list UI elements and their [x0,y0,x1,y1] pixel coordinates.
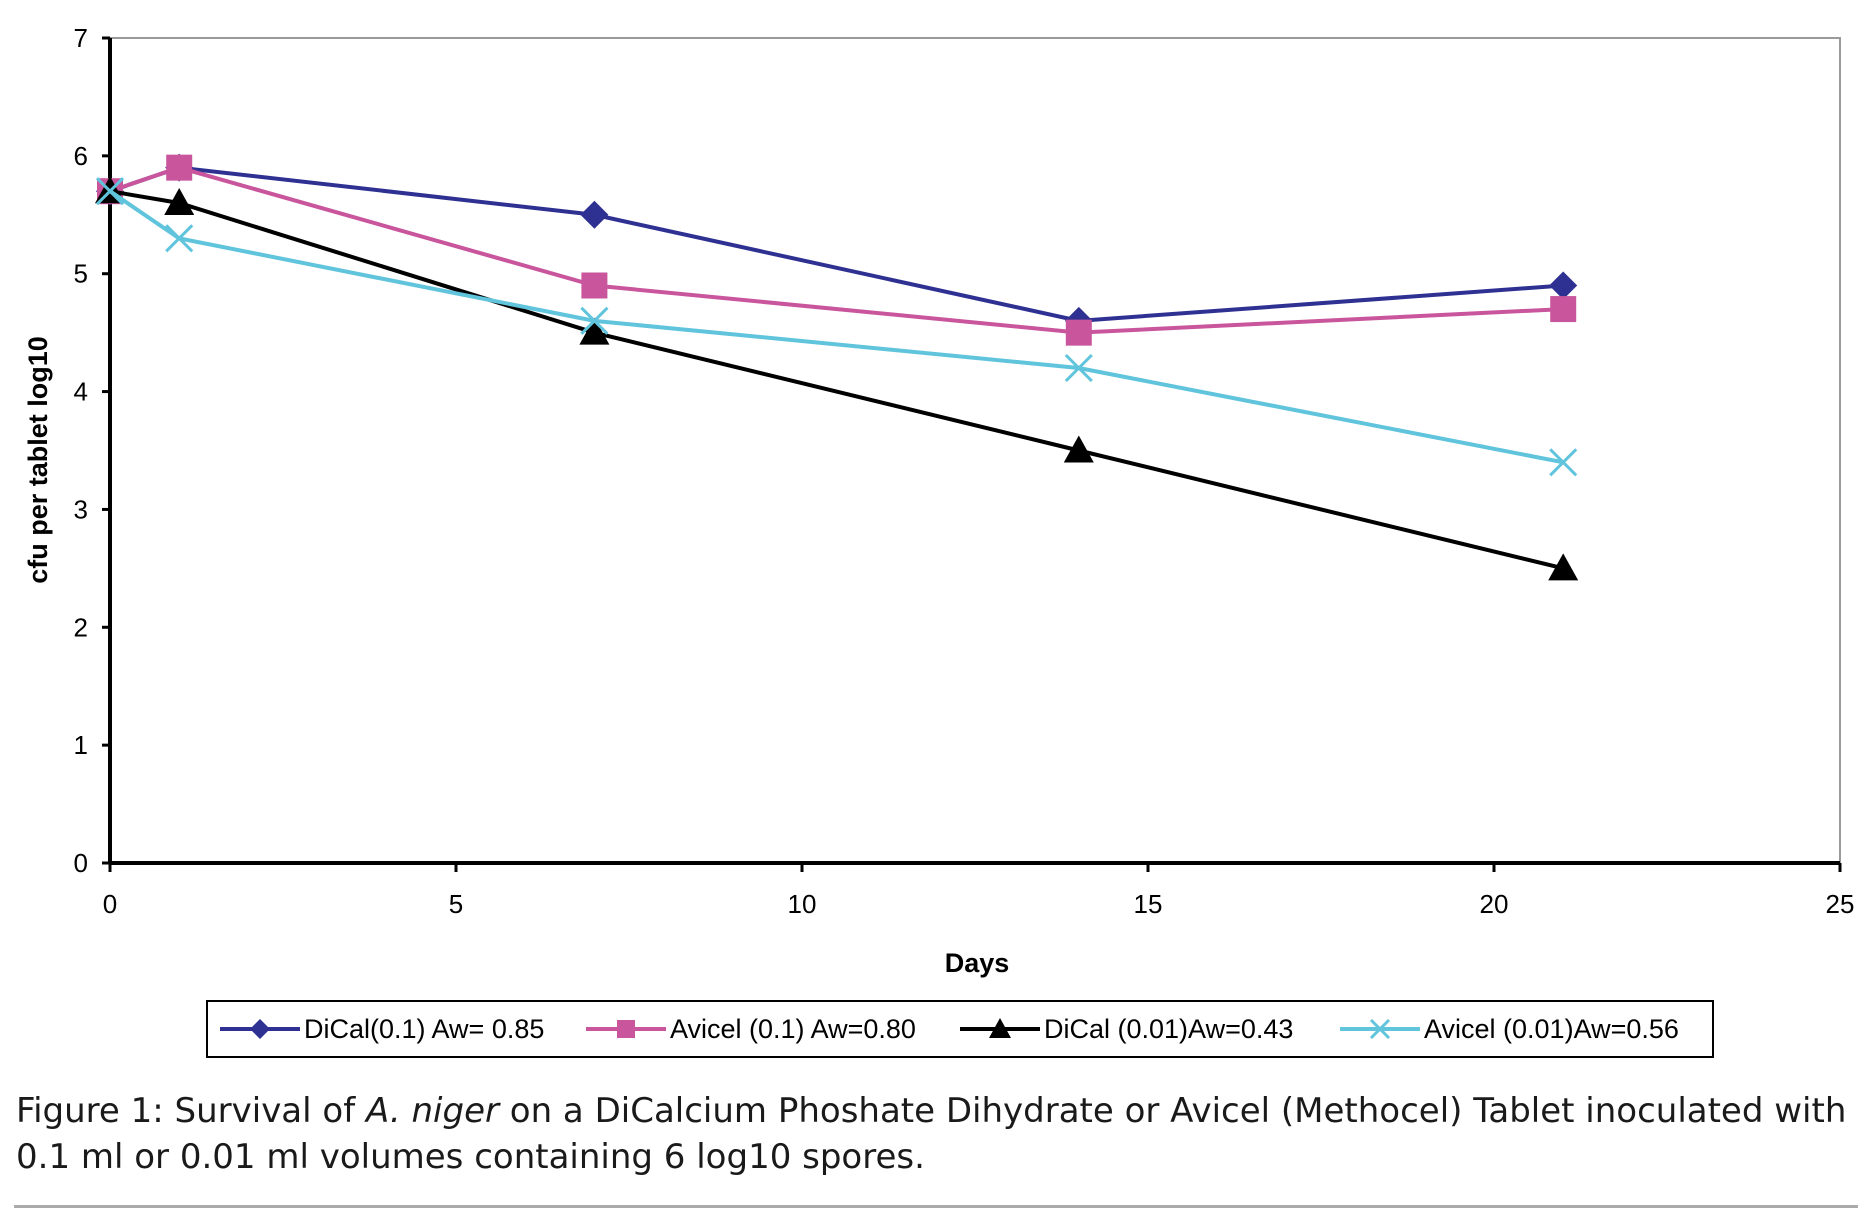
x-marker-stroke [95,177,125,206]
data-point-triangle [1063,435,1094,463]
x-tick-label: 0 [103,889,117,919]
x-tick-label: 10 [788,889,817,919]
x-marker-stroke [165,224,194,253]
data-point-square [166,154,193,181]
legend-label: DiCal (0.01)Aw=0.43 [1044,1014,1294,1044]
data-point-x [95,177,125,206]
series-3 [95,176,1579,581]
y-tick-label: 5 [74,259,88,289]
plot-area [109,37,1841,864]
legend-label: DiCal(0.1) Aw= 0.85 [304,1014,545,1044]
data-point-square [1065,319,1092,346]
y-tick-label: 2 [74,612,88,642]
data-point-triangle [164,188,195,215]
caption-species: A. niger [365,1091,499,1131]
data-point-diamond [1549,271,1578,300]
chart-legend: DiCal(0.1) Aw= 0.85 Avicel (0.1) Aw=0.80 D… [206,1000,1714,1058]
series-4 [95,177,1578,477]
legend-swatch [1340,1018,1420,1040]
x-marker-stroke [1549,448,1578,477]
y-axis-title: cfu per tablet log10 [23,336,53,584]
legend-marker [989,1018,1011,1038]
data-point-x [580,306,609,335]
caption-prefix: Figure 1: Survival of [16,1091,366,1131]
x-tick-label: 15 [1134,889,1163,919]
legend-marker [250,1019,270,1039]
legend-marker [1369,1018,1391,1040]
data-point-triangle [1548,553,1579,581]
y-tick-label: 1 [74,730,88,760]
x-marker-stroke [1064,353,1093,383]
y-tick-label: 6 [74,141,88,171]
data-point-x [1064,353,1093,383]
x-tick-label: 20 [1480,889,1509,919]
y-tick-label: 3 [74,494,88,524]
data-point-x [1549,448,1578,477]
series-line [108,189,1564,465]
legend-swatch [586,1020,666,1038]
y-tick-label: 4 [74,377,88,407]
data-point-x [165,224,194,253]
caption-suffix: on a DiCalcium Phoshate Dihydrate or Avi… [16,1091,1847,1177]
figure-caption: Figure 1: Survival of A. niger on a DiCa… [16,1088,1856,1180]
series-line [109,189,1564,571]
legend-swatch [960,1018,1040,1038]
line-chart: 0 1 2 3 4 5 6 7 0 5 10 15 20 25 Days cfu per tablet log… [23,23,1855,978]
data-point-triangle [579,317,610,345]
x-marker-stroke [580,306,609,335]
y-tick-label: 0 [74,848,88,878]
legend-marker [617,1020,635,1038]
x-tick-label: 25 [1826,889,1855,919]
legend-label: Avicel (0.01)Aw=0.56 [1424,1014,1679,1044]
data-point-diamond [580,200,609,229]
legend-label: Avicel (0.1) Aw=0.80 [670,1014,916,1044]
x-axis-title: Days [945,948,1010,978]
data-point-square [1550,296,1577,323]
y-tick-label: 7 [74,23,88,53]
series-line [109,165,1564,323]
data-point-square [581,272,608,299]
x-tick-label: 5 [449,889,463,919]
legend-swatch [220,1019,300,1039]
